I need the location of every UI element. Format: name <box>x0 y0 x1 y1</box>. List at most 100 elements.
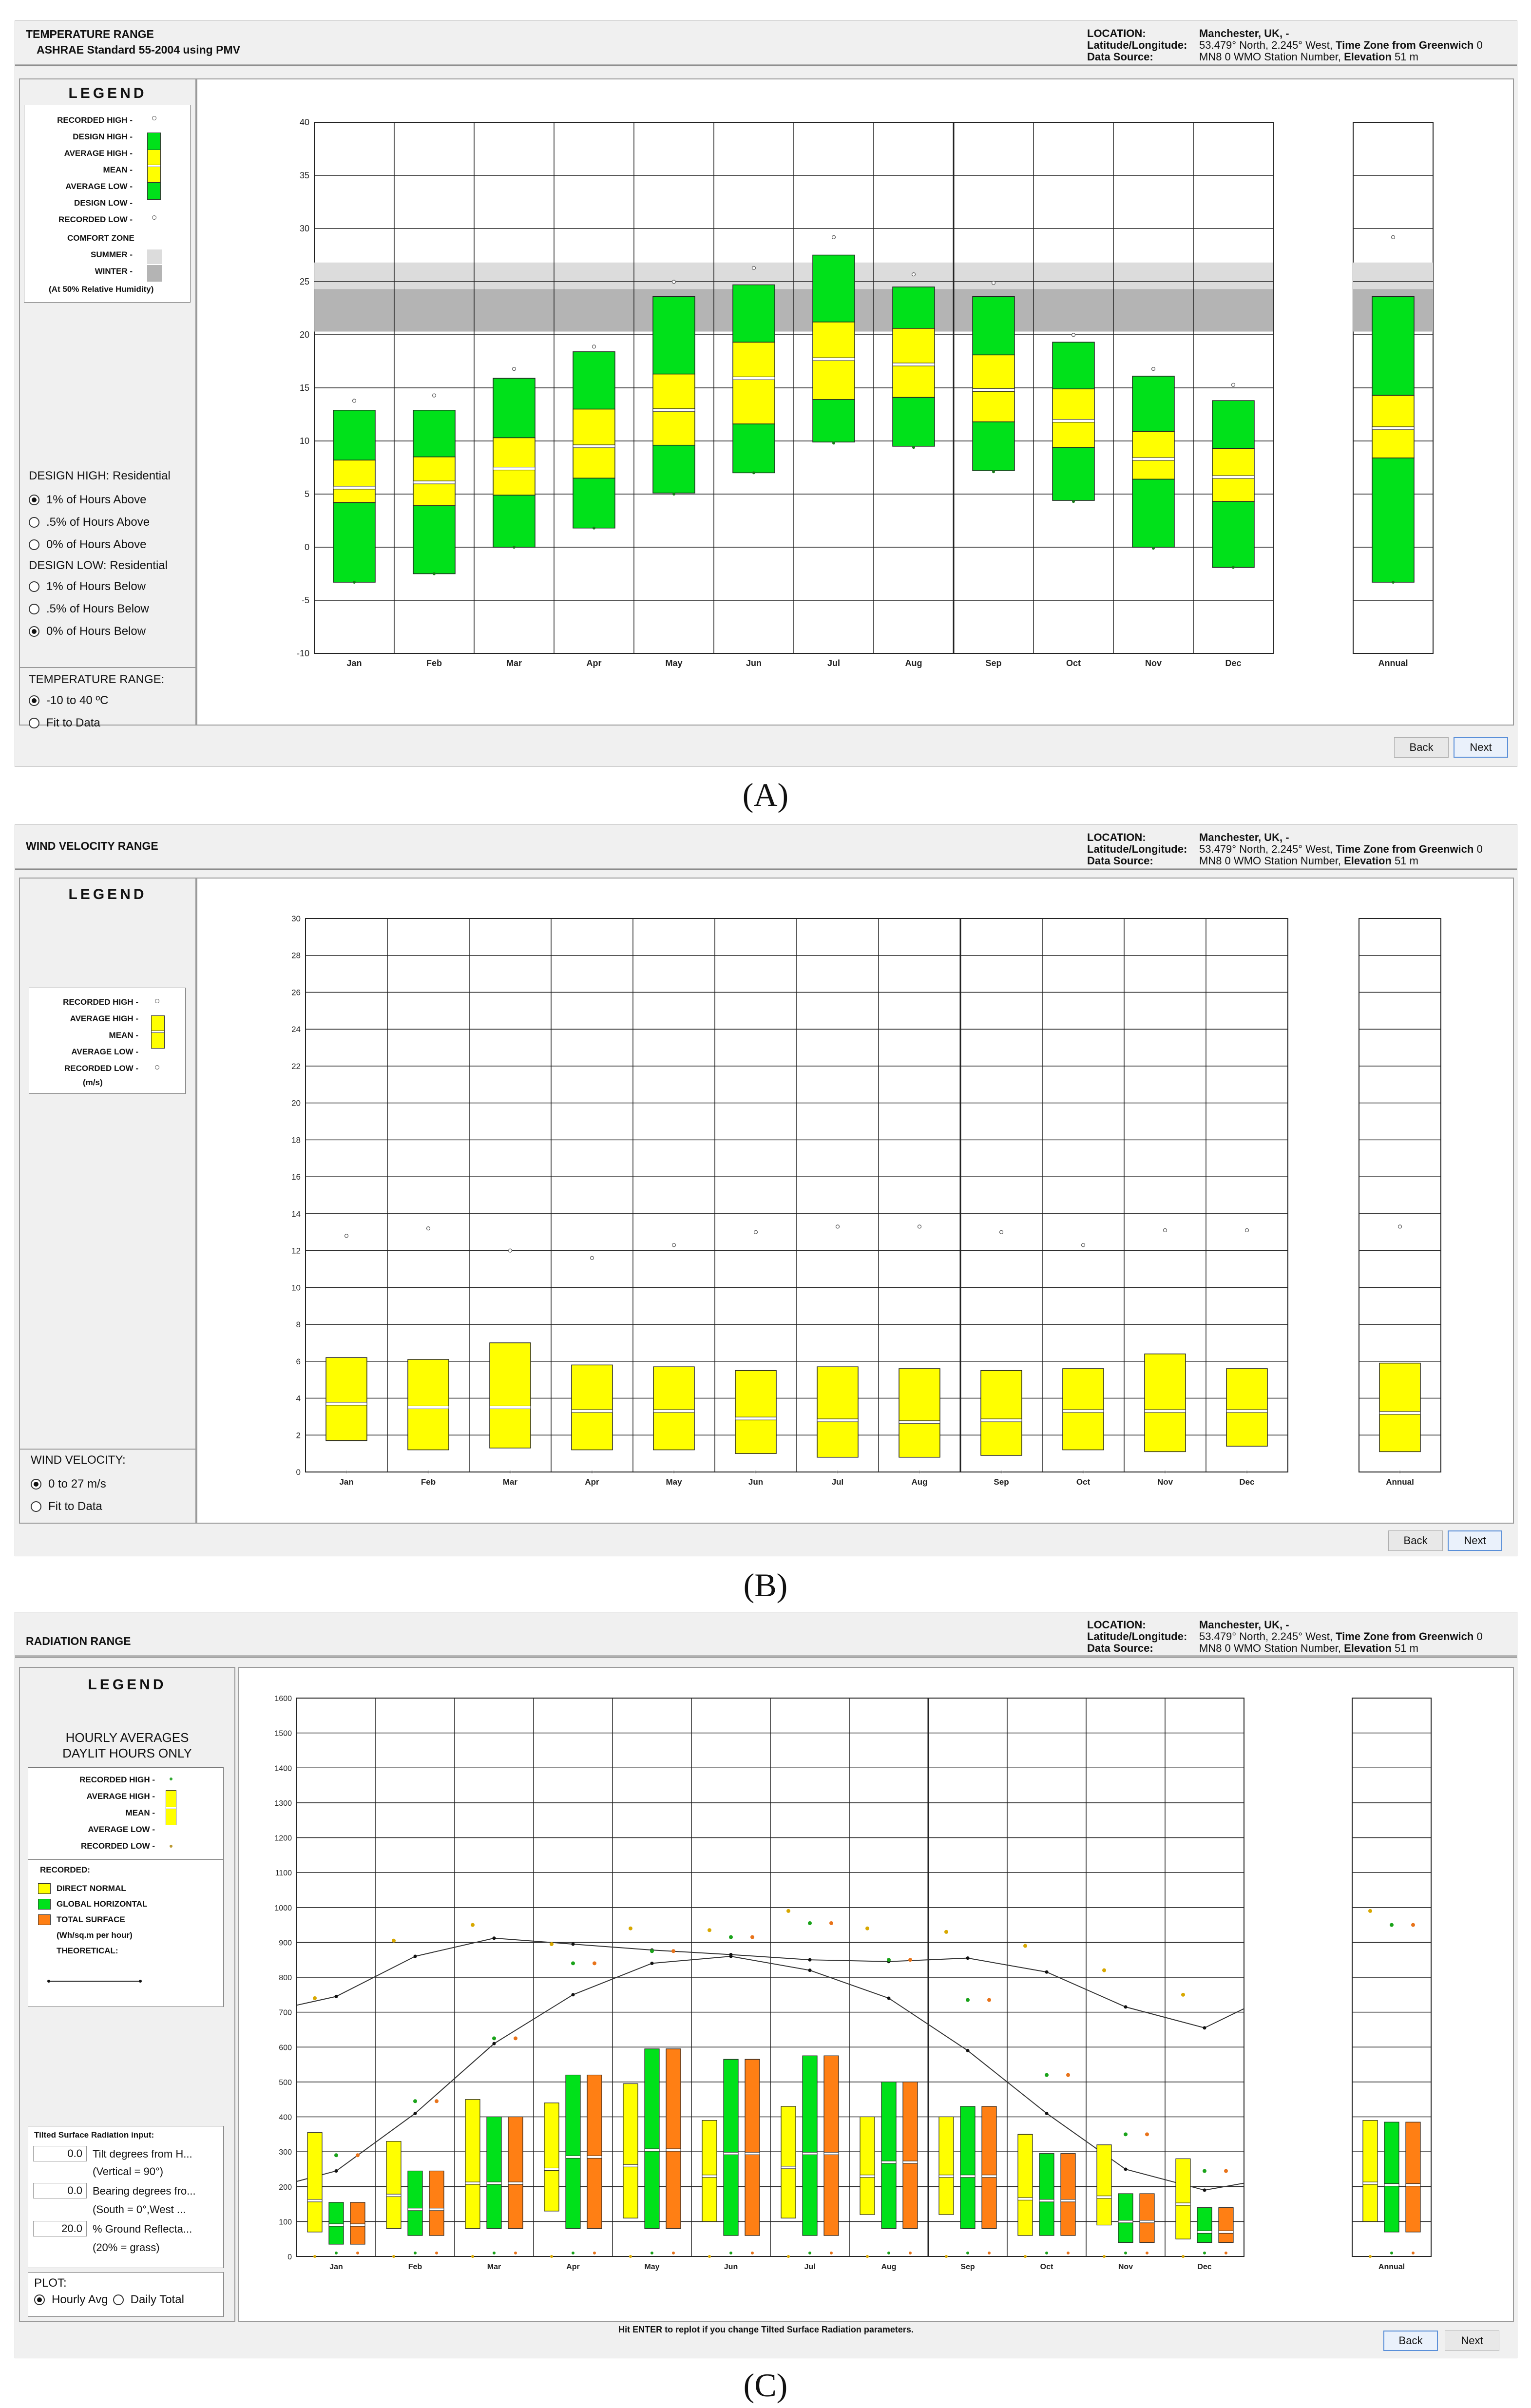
tz-value: 0 <box>1476 843 1483 855</box>
radio-icon[interactable] <box>29 604 39 614</box>
recorded-high-dot <box>344 1234 349 1238</box>
recorded-low-dot <box>708 2255 711 2258</box>
design-low-opt-1[interactable]: 1% of Hours Below <box>29 575 171 598</box>
mean-marker <box>823 2152 839 2155</box>
temp-range-opt-1[interactable]: -10 to 40 ºC <box>29 689 164 712</box>
x-tick-label: Apr <box>566 2263 580 2271</box>
average-box <box>1226 1368 1268 1447</box>
wind-range-opt-2[interactable]: Fit to Data <box>31 1495 126 1518</box>
mean-marker <box>732 376 775 380</box>
bearing-input[interactable]: 0.0 <box>33 2183 87 2198</box>
average-box <box>407 1359 449 1451</box>
mean-marker <box>1060 2199 1076 2202</box>
theoretical-point <box>492 1936 496 1940</box>
temperature-panel: TEMPERATURE RANGE ASHRAE Standard 55-200… <box>15 20 1517 767</box>
mean-marker <box>489 1405 531 1409</box>
x-tick-label: Feb <box>408 2263 422 2271</box>
y-tick-label: 25 <box>300 277 309 287</box>
radio-icon[interactable] <box>113 2294 124 2305</box>
mean-marker <box>307 2199 323 2202</box>
theoretical-point <box>729 1954 733 1958</box>
recorded-high-dot <box>1045 2073 1049 2077</box>
legend-title: LEGEND <box>88 1677 167 1693</box>
series-box <box>508 2116 523 2229</box>
design-low-box <box>493 495 536 548</box>
plot-opt-daily[interactable]: Daily Total <box>130 2293 184 2306</box>
plot-opt-hourly[interactable]: Hourly Avg <box>52 2293 108 2306</box>
recorded-low-dot <box>787 2255 790 2258</box>
y-tick-label: 1200 <box>274 1835 292 1843</box>
back-button[interactable]: Back <box>1383 2331 1438 2351</box>
legend-title: LEGEND <box>68 886 147 902</box>
ground-input[interactable]: 20.0 <box>33 2221 87 2236</box>
radio-icon[interactable] <box>29 718 39 728</box>
y-tick-label: 700 <box>279 2009 292 2017</box>
radio-icon[interactable] <box>31 1501 41 1512</box>
recorded-high-dot <box>911 272 916 277</box>
wind-sidebar: LEGEND RECORDED HIGH - AVERAGE HIGH - ME… <box>19 878 196 1524</box>
temp-range-opt-2[interactable]: Fit to Data <box>29 712 164 734</box>
recorded-low-dot <box>550 2255 553 2258</box>
legend-winter: WINTER - <box>95 267 133 276</box>
theoretical-line <box>296 1956 1244 2191</box>
y-tick-label: 1400 <box>274 1764 292 1773</box>
radio-icon[interactable] <box>29 495 39 505</box>
option-label: 0% of Hours Below <box>46 625 146 638</box>
y-tick-label: 22 <box>291 1062 301 1071</box>
y-tick-label: 24 <box>291 1025 301 1034</box>
y-tick-label: 1100 <box>275 1869 292 1877</box>
design-low-opt-3[interactable]: 0% of Hours Below <box>29 620 171 643</box>
next-button[interactable]: Next <box>1448 1530 1502 1551</box>
legend-high-dot <box>155 999 159 1003</box>
radio-icon[interactable] <box>29 581 39 592</box>
radio-icon[interactable] <box>31 1479 41 1490</box>
radio-icon[interactable] <box>29 517 39 528</box>
ground-note: (20% = grass) <box>93 2241 160 2254</box>
next-button[interactable]: Next <box>1454 737 1508 758</box>
mean-marker <box>407 1405 449 1409</box>
tilt-input[interactable]: 0.0 <box>33 2146 87 2161</box>
back-button[interactable]: Back <box>1394 737 1449 758</box>
mean-marker <box>723 2152 739 2155</box>
mean-marker <box>1062 1409 1104 1413</box>
tilt-label: Tilt degrees from H... <box>93 2148 192 2160</box>
x-tick-label: Sep <box>960 2263 975 2271</box>
design-high-opt-3[interactable]: 0% of Hours Above <box>29 534 171 556</box>
tilt-note: (Vertical = 90°) <box>93 2165 164 2178</box>
legend-units: (m/s) <box>83 1078 103 1087</box>
design-high-box <box>652 296 695 375</box>
mean-marker <box>1379 1411 1421 1415</box>
series-box <box>544 2102 559 2212</box>
y-tick-label: 30 <box>291 914 301 923</box>
x-tick-label: Feb <box>421 1477 436 1487</box>
elev-value: 51 m <box>1395 51 1418 63</box>
average-box <box>980 1370 1022 1456</box>
latlon-label: Latitude/Longitude: <box>1087 1630 1187 1643</box>
radio-icon[interactable] <box>29 539 39 550</box>
location-value: Manchester, UK, - <box>1199 1619 1289 1631</box>
mean-marker <box>587 2155 602 2159</box>
radio-icon[interactable] <box>34 2294 45 2305</box>
radio-icon[interactable] <box>29 626 39 637</box>
y-tick-label: 600 <box>279 2044 292 2052</box>
series-box <box>623 2083 638 2218</box>
recorded-low-dot <box>918 1471 921 1473</box>
recorded-low-dot <box>1369 2255 1372 2258</box>
series-box <box>328 2202 344 2245</box>
recorded-low-dot <box>1000 1471 1003 1473</box>
location-label: LOCATION: <box>1087 831 1146 843</box>
wind-range-opt-1[interactable]: 0 to 27 m/s <box>31 1473 126 1495</box>
design-high-box <box>1132 376 1175 432</box>
mean-marker <box>653 1409 695 1413</box>
series-box <box>565 2074 581 2229</box>
design-high-opt-2[interactable]: .5% of Hours Above <box>29 511 171 534</box>
mean-marker <box>429 2208 444 2211</box>
back-button[interactable]: Back <box>1388 1530 1443 1551</box>
y-tick-label: 30 <box>300 224 309 233</box>
next-button[interactable]: Next <box>1445 2331 1499 2351</box>
design-high-opt-1[interactable]: 1% of Hours Above <box>29 489 171 511</box>
recorded-high-dot <box>593 1961 596 1966</box>
radio-icon[interactable] <box>29 695 39 706</box>
recorded-high-dot <box>512 367 517 371</box>
design-low-opt-2[interactable]: .5% of Hours Below <box>29 598 171 620</box>
